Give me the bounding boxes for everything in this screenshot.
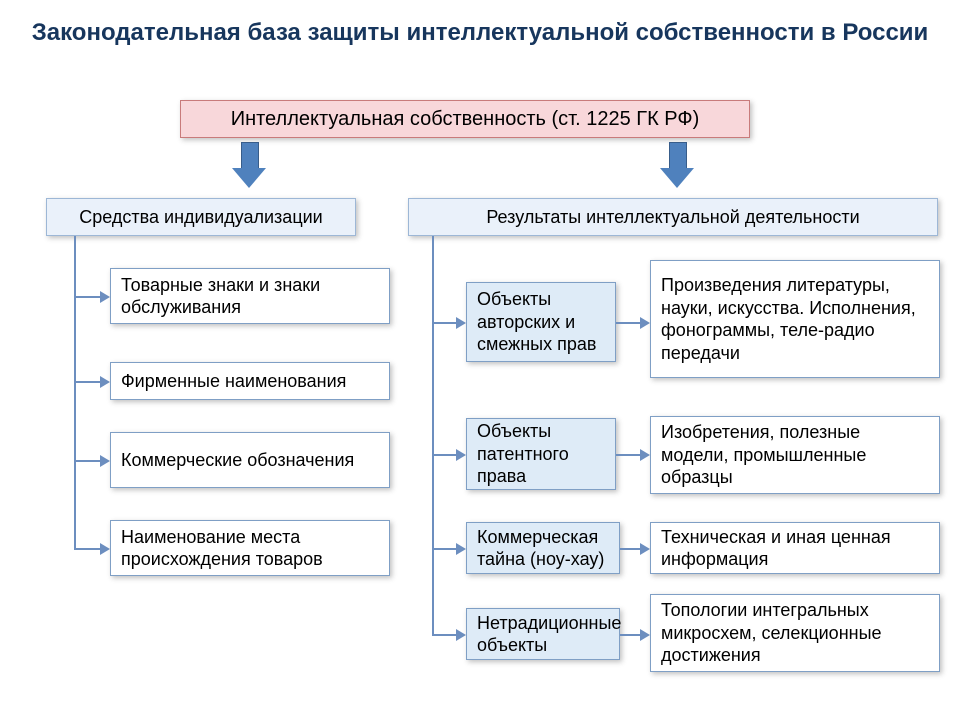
detail-node: Топологии интегральных микросхем, селекц…: [650, 594, 940, 672]
item-node: Наименование места происхождения товаров: [110, 520, 390, 576]
page-title: Законодательная база защиты интеллектуал…: [0, 18, 960, 48]
item-node: Объекты авторских и смежных прав: [466, 282, 616, 362]
item-node: Нетрадиционные объекты: [466, 608, 620, 660]
detail-node: Техническая и иная ценная информация: [650, 522, 940, 574]
item-node: Фирменные наименования: [110, 362, 390, 400]
detail-node: Произведения литературы, науки, искусств…: [650, 260, 940, 378]
detail-node: Изобретения, полезные модели, промышленн…: [650, 416, 940, 494]
item-node: Объекты патентного права: [466, 418, 616, 490]
category-node: Результаты интеллектуальной деятельности: [408, 198, 938, 236]
item-node: Коммерческие обозначения: [110, 432, 390, 488]
item-node: Коммерческая тайна (ноу-хау): [466, 522, 620, 574]
root-node: Интеллектуальная собственность (ст. 1225…: [180, 100, 750, 138]
category-node: Средства индивидуализации: [46, 198, 356, 236]
item-node: Товарные знаки и знаки обслуживания: [110, 268, 390, 324]
